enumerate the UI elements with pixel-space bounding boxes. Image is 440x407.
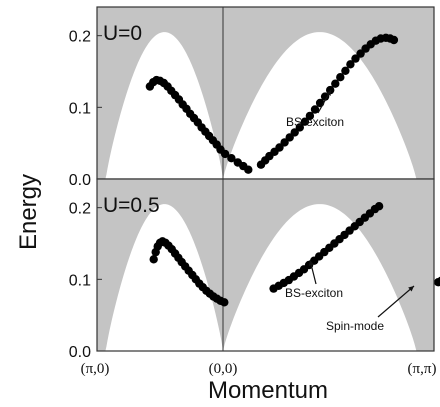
data-point [305, 111, 315, 121]
data-point [346, 60, 355, 69]
data-point [341, 66, 350, 76]
data-point [331, 79, 340, 88]
panel-u0: U=0 0.0 0.1 0.2 BS-exciton [69, 6, 435, 189]
y-tick-label: 0.0 [69, 172, 91, 189]
data-point [336, 73, 345, 82]
annotation-arrow-head [326, 90, 331, 96]
annotation-text: Spin-mode [326, 319, 384, 333]
panel-frame [96, 178, 435, 352]
x-tick-label: (π,0) [81, 361, 110, 377]
data-point [437, 276, 440, 285]
data-point [300, 117, 310, 126]
x-tick-label: (π,π) [408, 361, 437, 377]
panel-label: U=0.5 [103, 194, 160, 217]
annotation-arrow-head [408, 286, 414, 292]
axes: (π,0) (0,0) (π,π) [81, 346, 437, 377]
y-axis-title: Energy [15, 174, 42, 250]
data-point [310, 105, 320, 114]
annotation-text: BS-exciton [286, 115, 344, 129]
annotation-arrow-head [308, 260, 314, 266]
data-point [374, 202, 384, 211]
y-tick-label: 0.0 [69, 344, 91, 361]
data-point [220, 298, 229, 307]
y-tick-label: 0.2 [69, 201, 91, 218]
data-point [220, 149, 230, 159]
x-tick-label: (0,0) [209, 361, 238, 377]
y-tick-label: 0.2 [69, 29, 91, 46]
panel-u05: U=0.5 0.0 0.1 0.2 BS-exciton Spin-mode [69, 178, 440, 361]
y-tick-label: 0.1 [69, 100, 91, 117]
data-point [295, 123, 304, 132]
annotation-arrow-line [377, 285, 415, 318]
data-point [389, 35, 399, 45]
x-axis-title: Momentum [208, 377, 328, 404]
data-point [244, 165, 253, 174]
data-point [227, 154, 236, 163]
data-point [149, 255, 158, 264]
annotation-text: BS-exciton [285, 286, 343, 300]
data-point [275, 143, 284, 152]
continuum-gap [97, 32, 434, 179]
data-point [320, 92, 330, 101]
panel-label: U=0 [103, 22, 142, 45]
y-tick-label: 0.1 [69, 272, 91, 289]
continuum-gap [97, 204, 434, 351]
